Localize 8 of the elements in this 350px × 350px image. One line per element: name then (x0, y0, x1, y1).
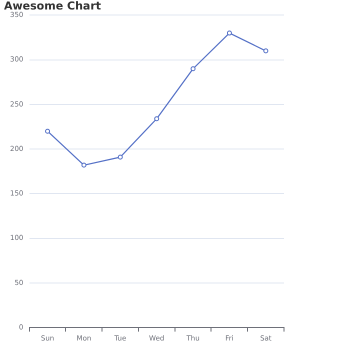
point (263, 48, 268, 54)
chart-title: Awesome Chart (4, 0, 102, 12)
point (81, 162, 86, 168)
point (118, 154, 123, 160)
point (226, 30, 232, 36)
point (190, 66, 196, 72)
point (154, 116, 160, 122)
point (45, 128, 50, 134)
